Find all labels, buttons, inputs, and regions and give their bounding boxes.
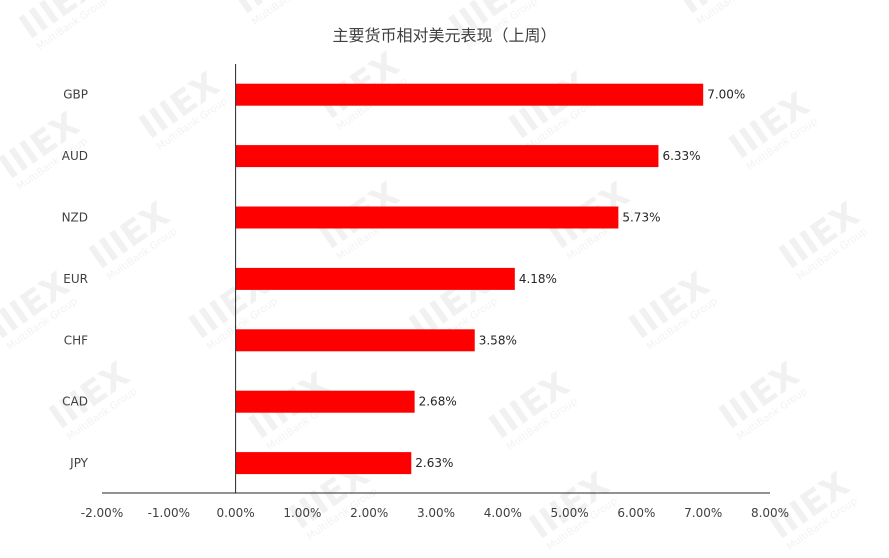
category-label-cad: CAD <box>62 395 88 409</box>
category-label-aud: AUD <box>62 149 88 163</box>
chart-title: 主要货币相对美元表现（上周） <box>332 26 557 45</box>
x-tick-label: 4.00% <box>484 506 522 520</box>
x-tick-label: -2.00% <box>81 506 123 520</box>
x-tick-label: 8.00% <box>751 506 789 520</box>
bar-eur <box>235 267 515 290</box>
category-label-nzd: NZD <box>62 211 88 225</box>
data-label-gbp: 7.00% <box>707 88 745 102</box>
data-label-nzd: 5.73% <box>622 211 660 225</box>
bars-layer <box>235 83 704 475</box>
x-tick-label: -1.00% <box>148 506 190 520</box>
bar-nzd <box>235 206 619 229</box>
x-tick-label: 1.00% <box>283 506 321 520</box>
data-label-chf: 3.58% <box>479 333 517 347</box>
category-label-eur: EUR <box>63 272 88 286</box>
x-tick-label: 6.00% <box>617 506 655 520</box>
category-label-gbp: GBP <box>63 88 88 102</box>
x-tick-label: 0.00% <box>217 506 255 520</box>
x-tick-label: 5.00% <box>551 506 589 520</box>
data-label-cad: 2.68% <box>419 395 457 409</box>
category-label-jpy: JPY <box>69 456 89 470</box>
bar-cad <box>235 390 415 413</box>
bar-chf <box>235 329 475 352</box>
labels-layer: GBP 7.00% AUD 6.33% NZD 5.73% EUR 4.18% CHF 3.58%… <box>62 88 790 520</box>
axis-layer <box>102 64 770 494</box>
bar-aud <box>235 145 659 168</box>
data-label-jpy: 2.63% <box>415 456 453 470</box>
data-label-aud: 6.33% <box>662 149 700 163</box>
bar-jpy <box>235 452 412 475</box>
x-tick-label: 3.00% <box>417 506 455 520</box>
category-label-chf: CHF <box>64 333 88 347</box>
data-label-eur: 4.18% <box>519 272 557 286</box>
bar-gbp <box>235 83 704 106</box>
x-tick-label: 2.00% <box>350 506 388 520</box>
x-tick-label: 7.00% <box>684 506 722 520</box>
